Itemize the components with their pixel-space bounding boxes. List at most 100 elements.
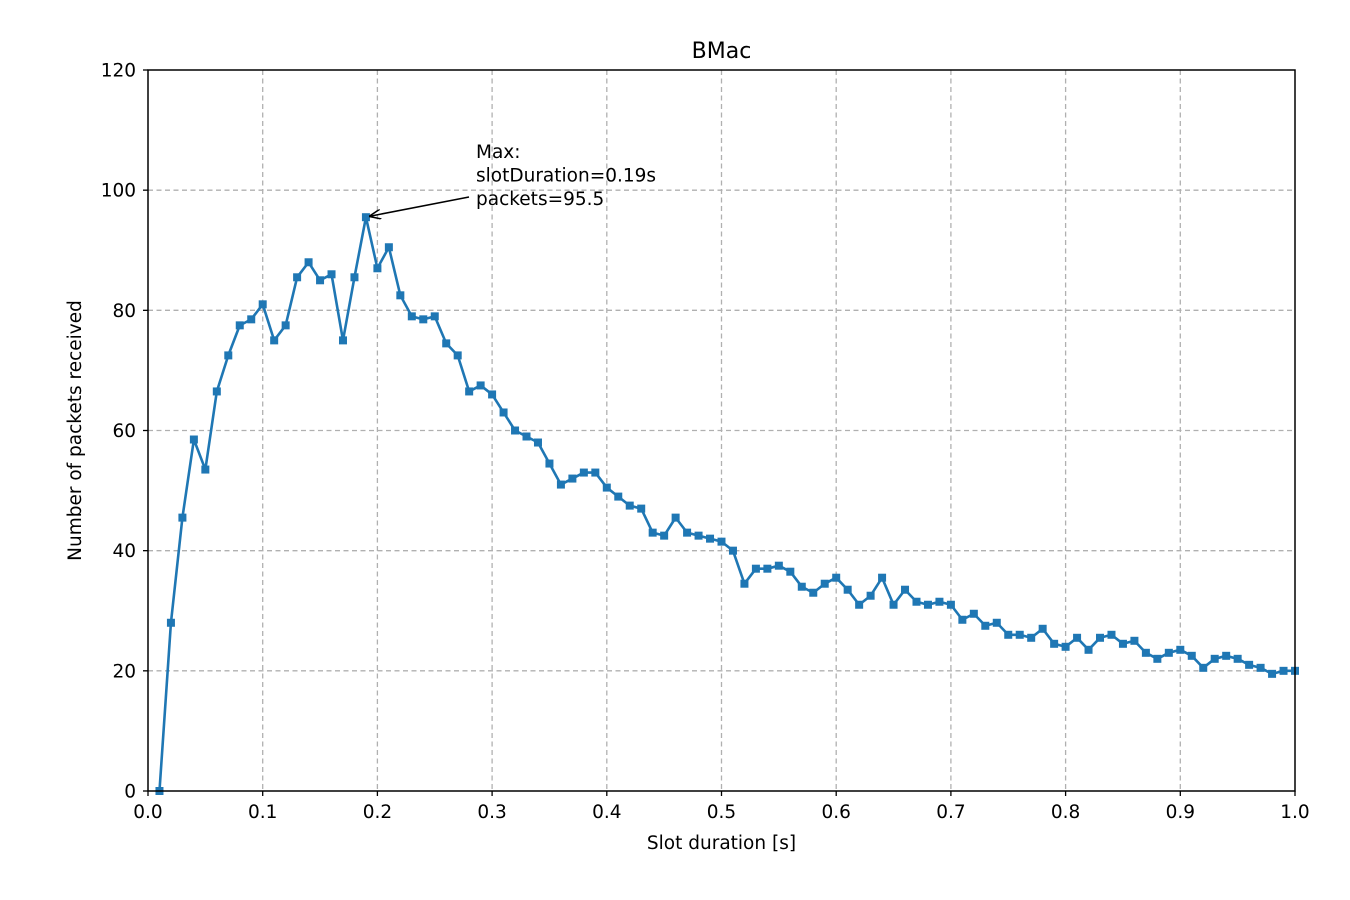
data-point xyxy=(430,312,439,321)
data-point xyxy=(579,468,588,477)
data-point xyxy=(166,618,175,627)
data-point xyxy=(270,336,279,345)
data-point xyxy=(201,465,210,474)
data-point xyxy=(189,435,198,444)
data-point xyxy=(1084,645,1093,654)
data-point xyxy=(1256,663,1265,672)
series-line xyxy=(158,215,1295,792)
data-point xyxy=(1015,630,1024,639)
grid-lines xyxy=(148,70,1295,791)
data-point xyxy=(1153,654,1162,663)
data-point xyxy=(1061,642,1070,651)
data-point xyxy=(935,597,944,606)
data-point xyxy=(1038,624,1047,633)
data-point xyxy=(545,459,554,468)
data-point xyxy=(1222,651,1231,660)
data-point xyxy=(660,531,669,540)
data-point xyxy=(1050,639,1059,648)
data-point xyxy=(889,600,898,609)
data-point xyxy=(1004,630,1013,639)
data-point xyxy=(683,528,692,537)
data-point xyxy=(717,537,726,546)
data-point xyxy=(1210,654,1219,663)
data-point xyxy=(625,501,634,510)
x-tick-label: 0.1 xyxy=(248,802,277,823)
data-point xyxy=(511,426,520,435)
data-point xyxy=(224,351,233,360)
y-tick-label: 20 xyxy=(112,661,136,682)
data-point xyxy=(832,573,841,582)
data-point xyxy=(384,243,393,252)
data-point xyxy=(338,336,347,345)
y-tick-label: 60 xyxy=(112,421,136,442)
data-point xyxy=(602,483,611,492)
data-point xyxy=(969,609,978,618)
series-layer xyxy=(155,213,1299,795)
data-point xyxy=(740,579,749,588)
data-point xyxy=(350,273,359,282)
data-point xyxy=(843,585,852,594)
data-point xyxy=(774,561,783,570)
data-point xyxy=(958,615,967,624)
data-point xyxy=(923,600,932,609)
y-tick-label: 40 xyxy=(112,541,136,562)
data-point xyxy=(878,573,887,582)
data-point xyxy=(419,315,428,324)
data-point xyxy=(1027,633,1036,642)
data-point xyxy=(648,528,657,537)
data-point xyxy=(499,408,508,417)
data-point xyxy=(293,273,302,282)
data-point xyxy=(258,300,267,309)
chart-title: BMac xyxy=(692,39,752,64)
data-point xyxy=(855,600,864,609)
data-point xyxy=(488,390,497,399)
data-point xyxy=(992,618,1001,627)
data-point xyxy=(1187,651,1196,660)
data-point xyxy=(809,588,818,597)
data-point xyxy=(866,591,875,600)
data-point xyxy=(1164,648,1173,657)
data-point xyxy=(373,264,382,273)
data-point xyxy=(1245,660,1254,669)
x-tick-label: 0.3 xyxy=(477,802,506,823)
data-point xyxy=(1130,636,1139,645)
data-point xyxy=(281,321,290,330)
data-point xyxy=(786,567,795,576)
annotation-line-packets: packets=95.5 xyxy=(476,189,604,210)
data-point xyxy=(1096,633,1105,642)
x-tick-label: 0.9 xyxy=(1166,802,1195,823)
x-tick-label: 0.2 xyxy=(363,802,392,823)
data-point xyxy=(637,504,646,513)
data-point xyxy=(533,438,542,447)
data-point xyxy=(728,546,737,555)
data-point xyxy=(751,564,760,573)
data-point xyxy=(453,351,462,360)
data-point xyxy=(1279,666,1288,675)
data-point xyxy=(946,600,955,609)
data-point xyxy=(671,513,680,522)
annotation-line-max: Max: xyxy=(476,142,520,163)
data-point xyxy=(442,339,451,348)
x-tick-label: 0.6 xyxy=(821,802,850,823)
data-point xyxy=(247,315,256,324)
data-point xyxy=(820,579,829,588)
data-point xyxy=(1118,639,1127,648)
data-point xyxy=(614,492,623,501)
data-point xyxy=(1268,669,1277,678)
data-point xyxy=(361,213,370,222)
x-tick-label: 1.0 xyxy=(1280,802,1309,823)
data-point xyxy=(235,321,244,330)
data-point xyxy=(396,291,405,300)
annotation-line-slot-duration: slotDuration=0.19s xyxy=(476,166,656,187)
data-point xyxy=(1073,633,1082,642)
data-point xyxy=(522,432,531,441)
y-tick-label: 0 xyxy=(124,782,136,803)
data-point xyxy=(901,585,910,594)
data-point xyxy=(797,582,806,591)
data-point xyxy=(981,621,990,630)
data-point xyxy=(912,597,921,606)
data-point xyxy=(1141,648,1150,657)
data-point xyxy=(327,270,336,279)
data-point xyxy=(763,564,772,573)
